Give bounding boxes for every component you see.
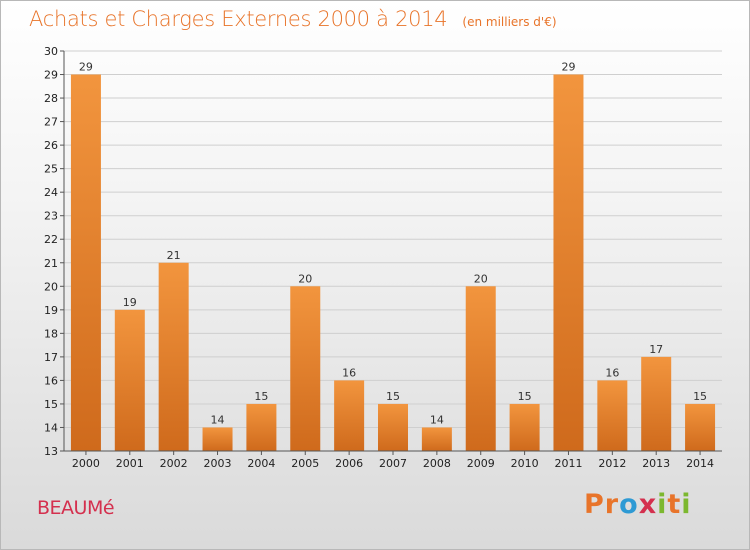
y-tick-label: 29: [44, 69, 58, 82]
logo-letter: i: [657, 489, 668, 520]
y-tick-label: 24: [44, 186, 58, 199]
x-tick-label-2009: 2009: [467, 457, 495, 470]
x-tick-label-2014: 2014: [686, 457, 714, 470]
bar-2004: [246, 403, 277, 451]
data-label-2001: 19: [123, 296, 137, 309]
x-tick-label-2007: 2007: [379, 457, 407, 470]
data-label-2002: 21: [167, 249, 181, 262]
logo-letter: r: [604, 489, 620, 520]
commune-name: BEAUMé: [37, 497, 115, 519]
bar-2005: [290, 286, 321, 451]
logo-letter: x: [638, 489, 658, 520]
logo-letter: i: [681, 489, 692, 520]
data-label-2008: 14: [430, 413, 444, 426]
bar-2012: [597, 380, 628, 451]
y-tick-label: 21: [44, 257, 58, 270]
y-tick-label: 25: [44, 163, 58, 176]
logo-letter: P: [584, 489, 605, 520]
x-tick-label-2006: 2006: [335, 457, 363, 470]
axis-layer: 13 14 15 16 17 18 19 20 21 22 23 24 25 26 27 28 29 30 2000…: [44, 45, 722, 470]
x-tick-label-2001: 2001: [116, 457, 144, 470]
y-tick-label: 17: [44, 351, 58, 364]
y-tick-label: 18: [44, 327, 58, 340]
bar-2010: [509, 403, 540, 451]
logo-letter: t: [667, 489, 682, 520]
bar-2014: [685, 403, 716, 451]
y-tick-label: 20: [44, 280, 58, 293]
y-tick-label: 19: [44, 304, 58, 317]
data-label-2011: 29: [561, 61, 575, 74]
x-tick-label-2008: 2008: [423, 457, 451, 470]
bar-2006: [334, 380, 365, 451]
bar-2008: [421, 427, 452, 451]
x-tick-label-2005: 2005: [291, 457, 319, 470]
bar-2000: [70, 74, 101, 451]
y-tick-label: 22: [44, 233, 58, 246]
y-tick-label: 23: [44, 210, 58, 223]
x-tick-label-2012: 2012: [598, 457, 626, 470]
data-label-2013: 17: [649, 343, 663, 356]
bar-2007: [378, 403, 408, 451]
data-label-2006: 16: [342, 366, 356, 379]
data-label-2000: 29: [79, 61, 93, 74]
chart-title: Achats et Charges Externes 2000 à 2014: [29, 7, 448, 31]
y-tick-label: 26: [44, 139, 58, 152]
chart-subtitle: (en milliers d'€): [462, 15, 557, 29]
bar-2001: [114, 309, 145, 451]
data-label-2005: 20: [298, 272, 312, 285]
data-label-2003: 14: [211, 413, 225, 426]
bar-2003: [202, 427, 233, 451]
x-tick-label-2003: 2003: [204, 457, 232, 470]
bar-2013: [641, 356, 672, 451]
data-label-2014: 15: [693, 390, 707, 403]
title-row: Achats et Charges Externes 2000 à 2014 (…: [29, 7, 557, 31]
y-tick-label: 30: [44, 45, 58, 58]
data-label-2007: 15: [386, 390, 400, 403]
y-tick-label: 13: [44, 445, 58, 458]
bar-2002: [158, 262, 189, 451]
data-label-2010: 15: [518, 390, 532, 403]
x-tick-label-2004: 2004: [247, 457, 275, 470]
proxiti-logo: Proxiti: [584, 489, 692, 523]
y-tick-label: 27: [44, 116, 58, 129]
bar-2011: [553, 74, 584, 451]
y-tick-label: 15: [44, 398, 58, 411]
logo-letter: o: [619, 489, 639, 520]
x-tick-label-2000: 2000: [72, 457, 100, 470]
x-tick-label-2013: 2013: [642, 457, 670, 470]
data-label-2004: 15: [254, 390, 268, 403]
y-tick-label: 16: [44, 374, 58, 387]
data-label-2009: 20: [474, 272, 488, 285]
bar-layer: 29 19 21 14 15 20 16 15 14 20 15 29 16 17 15: [70, 61, 716, 451]
y-tick-label: 28: [44, 92, 58, 105]
bar-2009: [465, 286, 496, 451]
x-tick-label-2002: 2002: [160, 457, 188, 470]
x-tick-label-2011: 2011: [554, 457, 582, 470]
y-tick-label: 14: [44, 421, 58, 434]
x-tick-label-2010: 2010: [511, 457, 539, 470]
data-label-2012: 16: [605, 366, 619, 379]
